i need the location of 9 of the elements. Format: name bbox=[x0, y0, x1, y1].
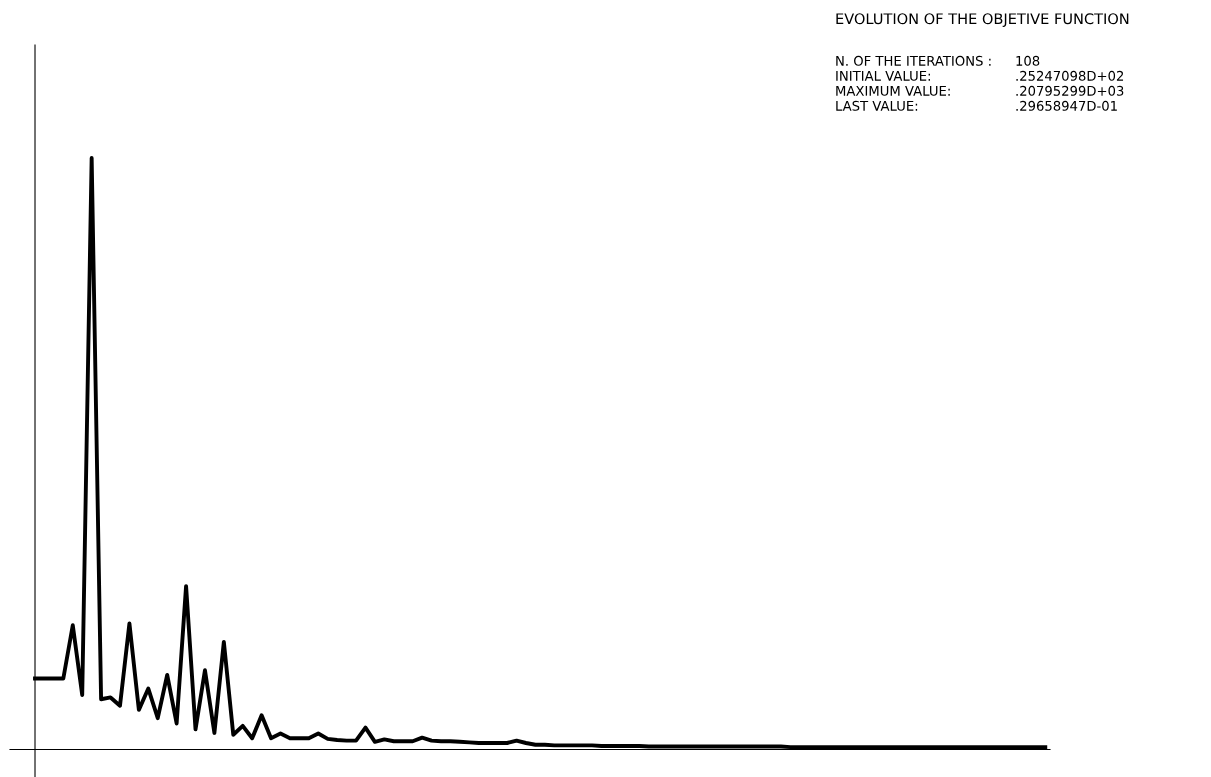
chart-title: EVOLUTION OF THE OBJETIVE FUNCTION bbox=[836, 13, 1129, 27]
text: N. OF THE ITERATIONS : bbox=[836, 55, 991, 66]
text: INITIAL VALUE: bbox=[836, 71, 930, 81]
text: 108 bbox=[1016, 55, 1040, 66]
text: LAST VALUE: bbox=[836, 100, 918, 111]
text: MAXIMUM VALUE: bbox=[836, 86, 950, 96]
text: .29658947D-01 bbox=[1016, 100, 1117, 111]
text: .20795299D+03 bbox=[1016, 85, 1124, 96]
text: .25247098D+02 bbox=[1016, 70, 1124, 81]
